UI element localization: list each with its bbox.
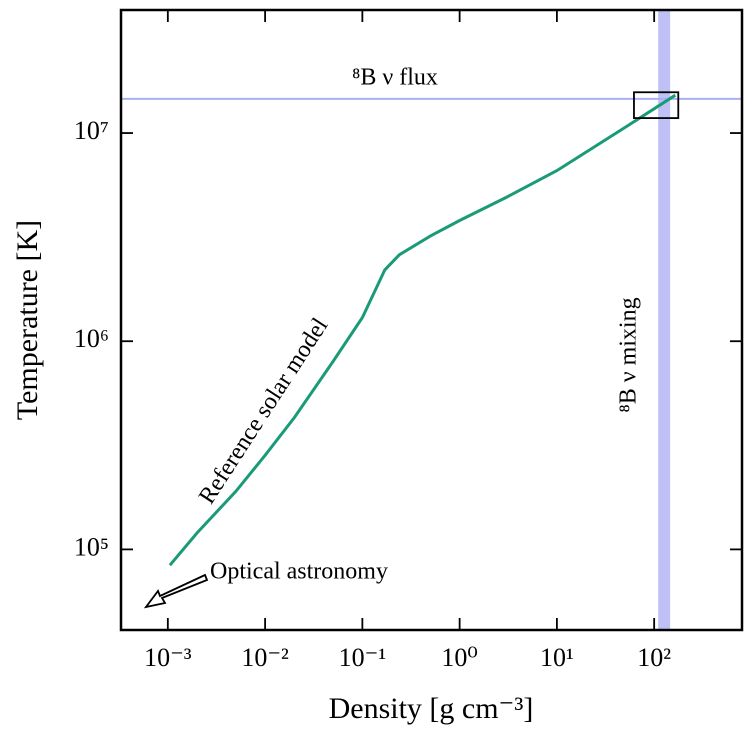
x-tick-label: 10¹	[540, 643, 574, 672]
series-line	[168, 93, 677, 567]
mixing-label: ⁸B ν mixing	[616, 297, 642, 412]
highlight-box	[633, 91, 680, 119]
y-tick-label: 10⁷	[74, 116, 109, 145]
x-tick-label: 10⁻³	[144, 643, 192, 672]
arrow	[143, 573, 209, 609]
plot-frame	[119, 8, 744, 632]
x-axis-label: Density [g cm⁻³]	[329, 692, 534, 725]
x-tick-label: 10⁰	[441, 643, 477, 672]
x-tick-label: 10²	[637, 643, 671, 672]
y-tick-label: 10⁵	[74, 532, 109, 561]
mixing-band	[658, 10, 671, 630]
x-tick-label: 10⁻¹	[339, 643, 387, 672]
x-tick-label: 10⁻²	[241, 643, 289, 672]
flux-label: ⁸B ν flux	[352, 64, 438, 90]
y-axis-label: Temperature [K]	[11, 220, 44, 420]
y-tick-label: 10⁶	[74, 324, 109, 353]
arrow-label: Optical astronomy	[210, 559, 388, 585]
series-label: Reference solar model	[194, 313, 334, 509]
